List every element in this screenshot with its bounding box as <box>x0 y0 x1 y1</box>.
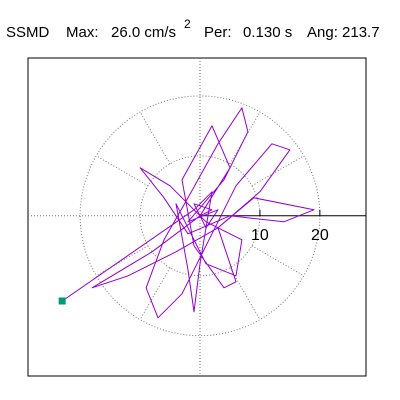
spoke <box>251 245 305 277</box>
header-per-value: 0.130 s <box>243 24 292 41</box>
spoke <box>139 111 171 165</box>
header-per-label: Per: <box>204 24 232 41</box>
x-tick-label: 10 <box>251 227 269 244</box>
trajectory <box>61 107 315 319</box>
spoke <box>139 267 171 320</box>
spoke <box>95 155 149 187</box>
header-angle: Ang: 213.7 <box>307 24 380 41</box>
header-max-value: 26.0 cm/s <box>111 24 176 41</box>
spoke <box>229 111 261 165</box>
end-marker <box>58 297 66 305</box>
x-tick-label: 20 <box>311 227 329 244</box>
spoke <box>95 245 149 277</box>
spoke <box>229 267 261 320</box>
plot-frame <box>27 57 367 377</box>
header-max-label: Max: <box>66 24 99 41</box>
header-name: SSMD <box>6 24 50 41</box>
header-max-exp: 2 <box>184 17 191 31</box>
spoke <box>251 155 305 187</box>
